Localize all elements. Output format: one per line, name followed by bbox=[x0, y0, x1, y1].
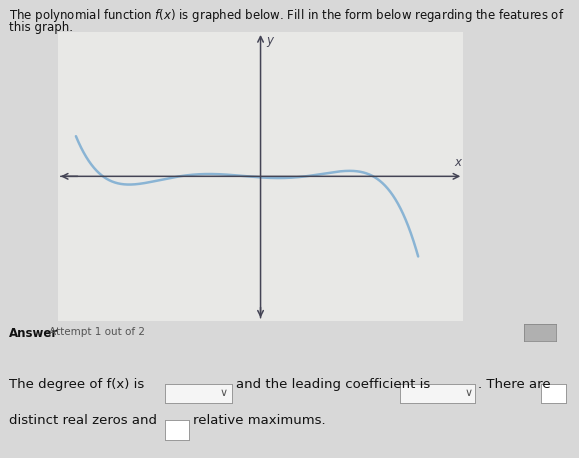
Text: and the leading coefficient is: and the leading coefficient is bbox=[236, 378, 430, 391]
Text: distinct real zeros and: distinct real zeros and bbox=[9, 414, 157, 427]
Text: this graph.: this graph. bbox=[9, 21, 73, 33]
Text: The degree of f(x) is: The degree of f(x) is bbox=[9, 378, 144, 391]
Text: y: y bbox=[266, 34, 273, 47]
Text: ∨: ∨ bbox=[465, 388, 473, 398]
Text: Attempt 1 out of 2: Attempt 1 out of 2 bbox=[49, 327, 145, 338]
Text: . There are: . There are bbox=[478, 378, 551, 391]
Text: relative maximums.: relative maximums. bbox=[193, 414, 326, 427]
Text: ∨: ∨ bbox=[219, 388, 228, 398]
Text: Answer: Answer bbox=[9, 327, 58, 340]
Text: The polynomial function $f(x)$ is graphed below. Fill in the form below regardin: The polynomial function $f(x)$ is graphe… bbox=[9, 7, 564, 24]
Text: x: x bbox=[454, 156, 461, 169]
